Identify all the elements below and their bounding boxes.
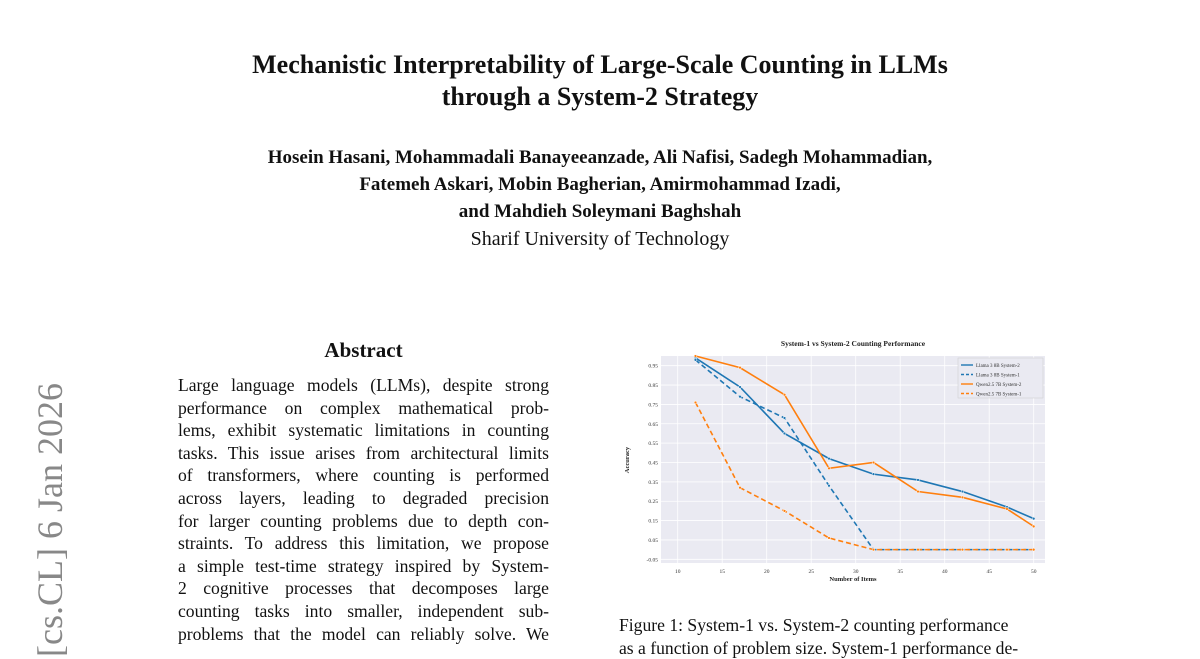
legend-label: Llama 3 8B System-1 bbox=[976, 374, 1020, 379]
abstract-line: problems that the model can reliably sol… bbox=[178, 623, 549, 644]
abstract-body: Large language models (LLMs), despite st… bbox=[178, 374, 549, 648]
data-point bbox=[827, 484, 831, 488]
x-tick-label: 25 bbox=[808, 569, 814, 575]
y-tick-label: 0.15 bbox=[648, 519, 658, 525]
authors: Hosein Hasani, Mohammadali Banayeeanzade… bbox=[0, 144, 1200, 225]
data-point bbox=[960, 489, 965, 494]
data-point bbox=[871, 547, 876, 552]
y-axis-label: Accuracy bbox=[624, 446, 631, 473]
data-point bbox=[1032, 516, 1036, 521]
data-point bbox=[1032, 524, 1036, 529]
data-point bbox=[693, 354, 698, 358]
y-tick-label: 0.75 bbox=[648, 402, 658, 408]
y-tick-label: 0.65 bbox=[648, 422, 658, 428]
data-point bbox=[782, 431, 787, 436]
data-point bbox=[916, 489, 920, 494]
x-tick-label: 15 bbox=[719, 569, 725, 575]
data-point bbox=[738, 365, 742, 370]
data-point bbox=[960, 547, 965, 552]
data-point bbox=[827, 466, 831, 470]
data-point bbox=[782, 393, 787, 397]
abstract-line: straints. To address this limitation, we… bbox=[178, 533, 549, 554]
data-point bbox=[916, 478, 920, 482]
chart: 10 15 20 25 30 35 40 45 50 0.95 0.85 0.75 0.65 0.55 0.… bbox=[624, 339, 1045, 583]
x-tick-label: 50 bbox=[1031, 569, 1037, 575]
y-tick-label: 0.45 bbox=[648, 461, 658, 467]
figure-caption: Figure 1: System-1 vs. System-2 counting… bbox=[619, 614, 1059, 659]
abstract-line: lems, exhibit systematic limitations in … bbox=[178, 420, 549, 441]
author-line: Hosein Hasani, Mohammadali Banayeeanzade… bbox=[267, 147, 933, 168]
data-point bbox=[827, 456, 831, 461]
x-tick-label: 30 bbox=[853, 569, 859, 575]
x-tick-label: 35 bbox=[897, 569, 903, 575]
data-point bbox=[738, 486, 742, 490]
title-line: through a System-2 Strategy bbox=[441, 82, 759, 111]
abstract-line: a simple test-time strategy inspired by … bbox=[178, 555, 549, 576]
caption-line: Figure 1: System-1 vs. System-2 counting… bbox=[619, 615, 1009, 635]
data-point bbox=[693, 358, 698, 362]
abstract-line: performance on complex mathematical prob… bbox=[178, 397, 549, 418]
data-point bbox=[871, 472, 876, 476]
y-tick-label: 0.25 bbox=[648, 499, 658, 505]
data-point bbox=[782, 416, 787, 420]
y-tick-label: 0.35 bbox=[648, 480, 658, 486]
y-tick-label: 0.05 bbox=[648, 538, 658, 544]
chart-title: System-1 vs System-2 Counting Performanc… bbox=[781, 339, 926, 348]
abstract-heading: Abstract bbox=[324, 338, 403, 362]
abstract-line: Large language models (LLMs), despite st… bbox=[178, 375, 549, 395]
y-tick-label: 0.55 bbox=[648, 441, 658, 447]
x-tick-label: 20 bbox=[764, 569, 770, 575]
data-point bbox=[738, 395, 742, 399]
data-point bbox=[738, 385, 742, 389]
data-point bbox=[827, 536, 831, 540]
abstract-line: tasks. This issue arises from architectu… bbox=[178, 442, 549, 463]
y-tick-label: -0.05 bbox=[647, 557, 659, 563]
data-point bbox=[1032, 547, 1036, 552]
data-point bbox=[782, 509, 787, 513]
data-point bbox=[1005, 547, 1009, 552]
data-point bbox=[693, 400, 698, 405]
legend-label: Llama 3 8B System-2 bbox=[976, 364, 1020, 369]
title-line: Mechanistic Interpretability of Large-Sc… bbox=[252, 50, 948, 79]
data-point bbox=[1005, 507, 1009, 511]
abstract-line: counting tasks into smaller, independent… bbox=[178, 600, 549, 621]
y-tick-label: 0.95 bbox=[648, 364, 658, 370]
x-tick-label: 40 bbox=[942, 569, 948, 575]
author-line: and Mahdieh Soleymani Baghshah bbox=[458, 201, 742, 222]
legend-label: Qwen2.5 7B System-2 bbox=[976, 383, 1022, 388]
abstract-line: of transformers, where counting is perfo… bbox=[178, 465, 549, 486]
x-tick-label: 45 bbox=[986, 569, 992, 575]
arxiv-stamp: [cs.CL] 6 Jan 2026 bbox=[30, 383, 70, 657]
y-tick-label: 0.85 bbox=[648, 383, 658, 389]
affiliation: Sharif University of Technology bbox=[470, 228, 730, 250]
abstract-line: across layers, leading to degraded preci… bbox=[178, 487, 549, 508]
x-tick-label: 10 bbox=[675, 569, 681, 575]
data-point bbox=[960, 495, 965, 499]
legend-label: Qwen2.5 7B System-1 bbox=[976, 393, 1022, 398]
x-axis-label: Number of Items bbox=[829, 576, 877, 583]
data-point bbox=[916, 547, 920, 552]
author-line: Fatemeh Askari, Mobin Bagherian, Amirmoh… bbox=[359, 174, 841, 195]
paper-title: Mechanistic Interpretability of Large-Sc… bbox=[0, 49, 1200, 113]
data-point bbox=[871, 460, 876, 465]
abstract-line: for larger counting problems due to dept… bbox=[178, 510, 549, 531]
abstract-line: 2 cognitive processes that decomposes la… bbox=[178, 578, 549, 599]
